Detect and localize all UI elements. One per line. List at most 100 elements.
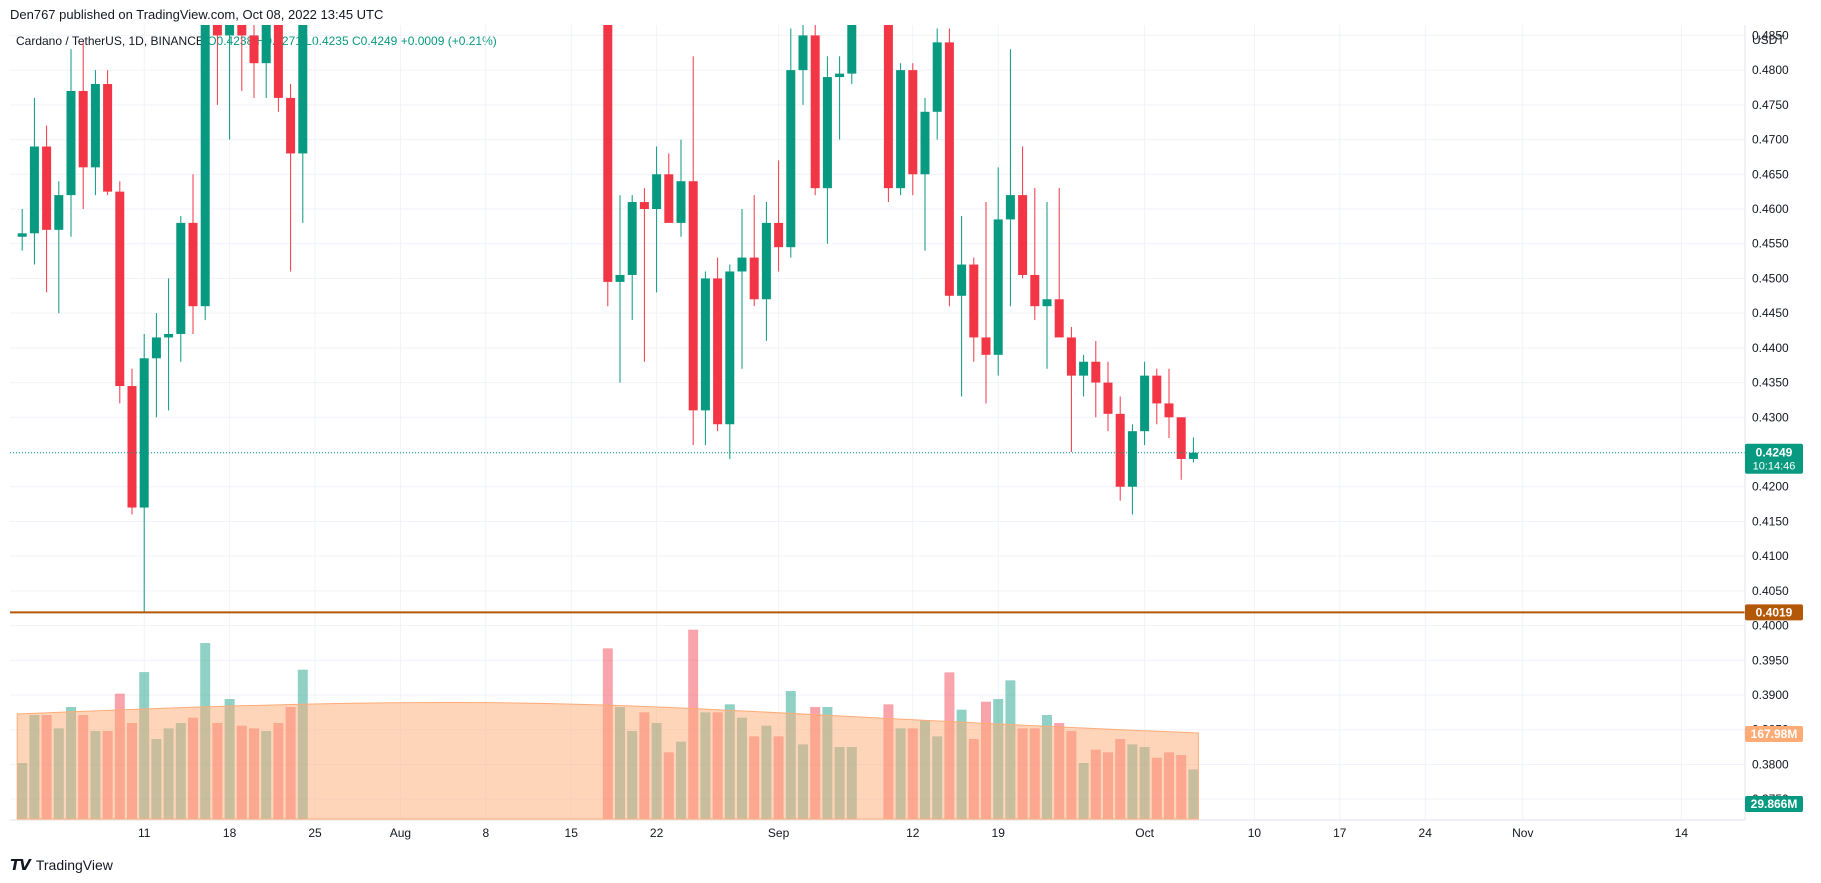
candle [932,28,942,140]
candlestick-series [17,25,1198,613]
symbol-name: Cardano / TetherUS, 1D, BINANCE [16,34,204,48]
candle-body [1091,361,1101,383]
candle [1152,368,1162,425]
candle [225,25,235,140]
last-volume-badge-bg [1745,796,1803,812]
candle-body [993,219,1003,355]
candle [29,97,39,265]
candle-body [908,70,918,175]
candle [896,63,906,196]
price-axis: 0.4850 0.4800 0.4750 0.4700 0.4650 0.4600 0.45… [1752,28,1789,806]
countdown-value: 10:14:46 [1753,461,1796,473]
candle [249,25,259,98]
candle-body [261,25,271,64]
candle-body [1140,375,1150,432]
price-tick-label: 0.4300 [1752,410,1789,424]
candle-body [1066,337,1076,376]
candle [835,56,845,140]
candle-body [883,25,893,189]
time-tick-label: Nov [1512,826,1533,840]
candle [822,56,832,244]
candle-body [225,25,235,36]
support-badge-text: 0.4019 [1756,605,1793,619]
candle [1103,361,1113,432]
price-tick-label: 0.4550 [1752,237,1789,251]
candle [103,70,113,196]
candle-body [176,222,186,334]
candle-body [1127,431,1137,487]
candle-body [1018,195,1028,275]
candle-body [298,25,308,154]
price-tick-label: 0.4700 [1752,133,1789,147]
candle-body [847,25,857,74]
candle [1091,340,1101,418]
candle-body [54,195,64,230]
price-tick-label: 0.4600 [1752,202,1789,216]
candle [737,208,747,369]
candle [652,146,662,293]
candle-body [1042,299,1052,307]
candle [1079,354,1089,397]
currency-label: USDT [1752,33,1785,47]
candle-body [127,386,137,508]
tradingview-logo[interactable]: 𝙏𝙑 TradingView [10,856,113,874]
candle-body [664,174,674,223]
candle-body [78,90,88,168]
candle [66,49,76,237]
candle-body [1188,452,1198,459]
candle [237,25,247,91]
last-volume-badge: 29.866M [1745,796,1803,812]
candle [1188,437,1198,463]
candle [676,139,686,237]
candle-body [969,264,979,338]
candle-body [66,90,76,196]
time-tick-label: Aug [390,826,411,840]
candle [615,195,625,383]
candle [700,271,710,446]
time-tick-label: 17 [1333,826,1347,840]
published-info: Den767 published on TradingView.com, Oct… [10,7,384,22]
candle [286,84,296,272]
candle-body [774,222,784,248]
candle-body [700,278,710,411]
candle [164,278,174,411]
candle [1042,202,1052,369]
candle [798,25,808,105]
time-tick-label: 19 [992,826,1006,840]
candle [78,42,88,209]
candle-body [688,181,698,411]
candle [139,333,149,613]
price-tick-label: 0.4450 [1752,306,1789,320]
candle-body [676,181,686,223]
candle-body [835,73,845,78]
candle-body [115,191,125,387]
price-tick-label: 0.4200 [1752,480,1789,494]
candle-body [286,97,296,154]
candle [1018,146,1028,279]
candle [713,257,723,432]
candle-body [652,174,662,209]
candle-body [737,257,747,272]
candle-body [761,222,771,300]
price-tick-label: 0.4650 [1752,167,1789,181]
volume-ma-badge-text: 167.98M [1751,727,1798,741]
candle [981,202,991,404]
candle [688,56,698,446]
brand-text: TradingView [35,857,113,873]
candle-body [1054,299,1064,338]
candle-body [957,264,967,296]
time-tick-label: 11 [138,826,151,840]
candle [17,208,27,251]
candle [920,97,930,251]
candle-body [151,337,161,359]
price-tick-label: 0.4050 [1752,584,1789,598]
candle [847,25,857,85]
time-tick-label: 22 [650,826,664,840]
price-tick-label: 0.4500 [1752,271,1789,285]
price-tick-label: 0.4800 [1752,63,1789,77]
candle [115,181,125,404]
candle-body [920,111,930,175]
candle-body [139,358,149,508]
